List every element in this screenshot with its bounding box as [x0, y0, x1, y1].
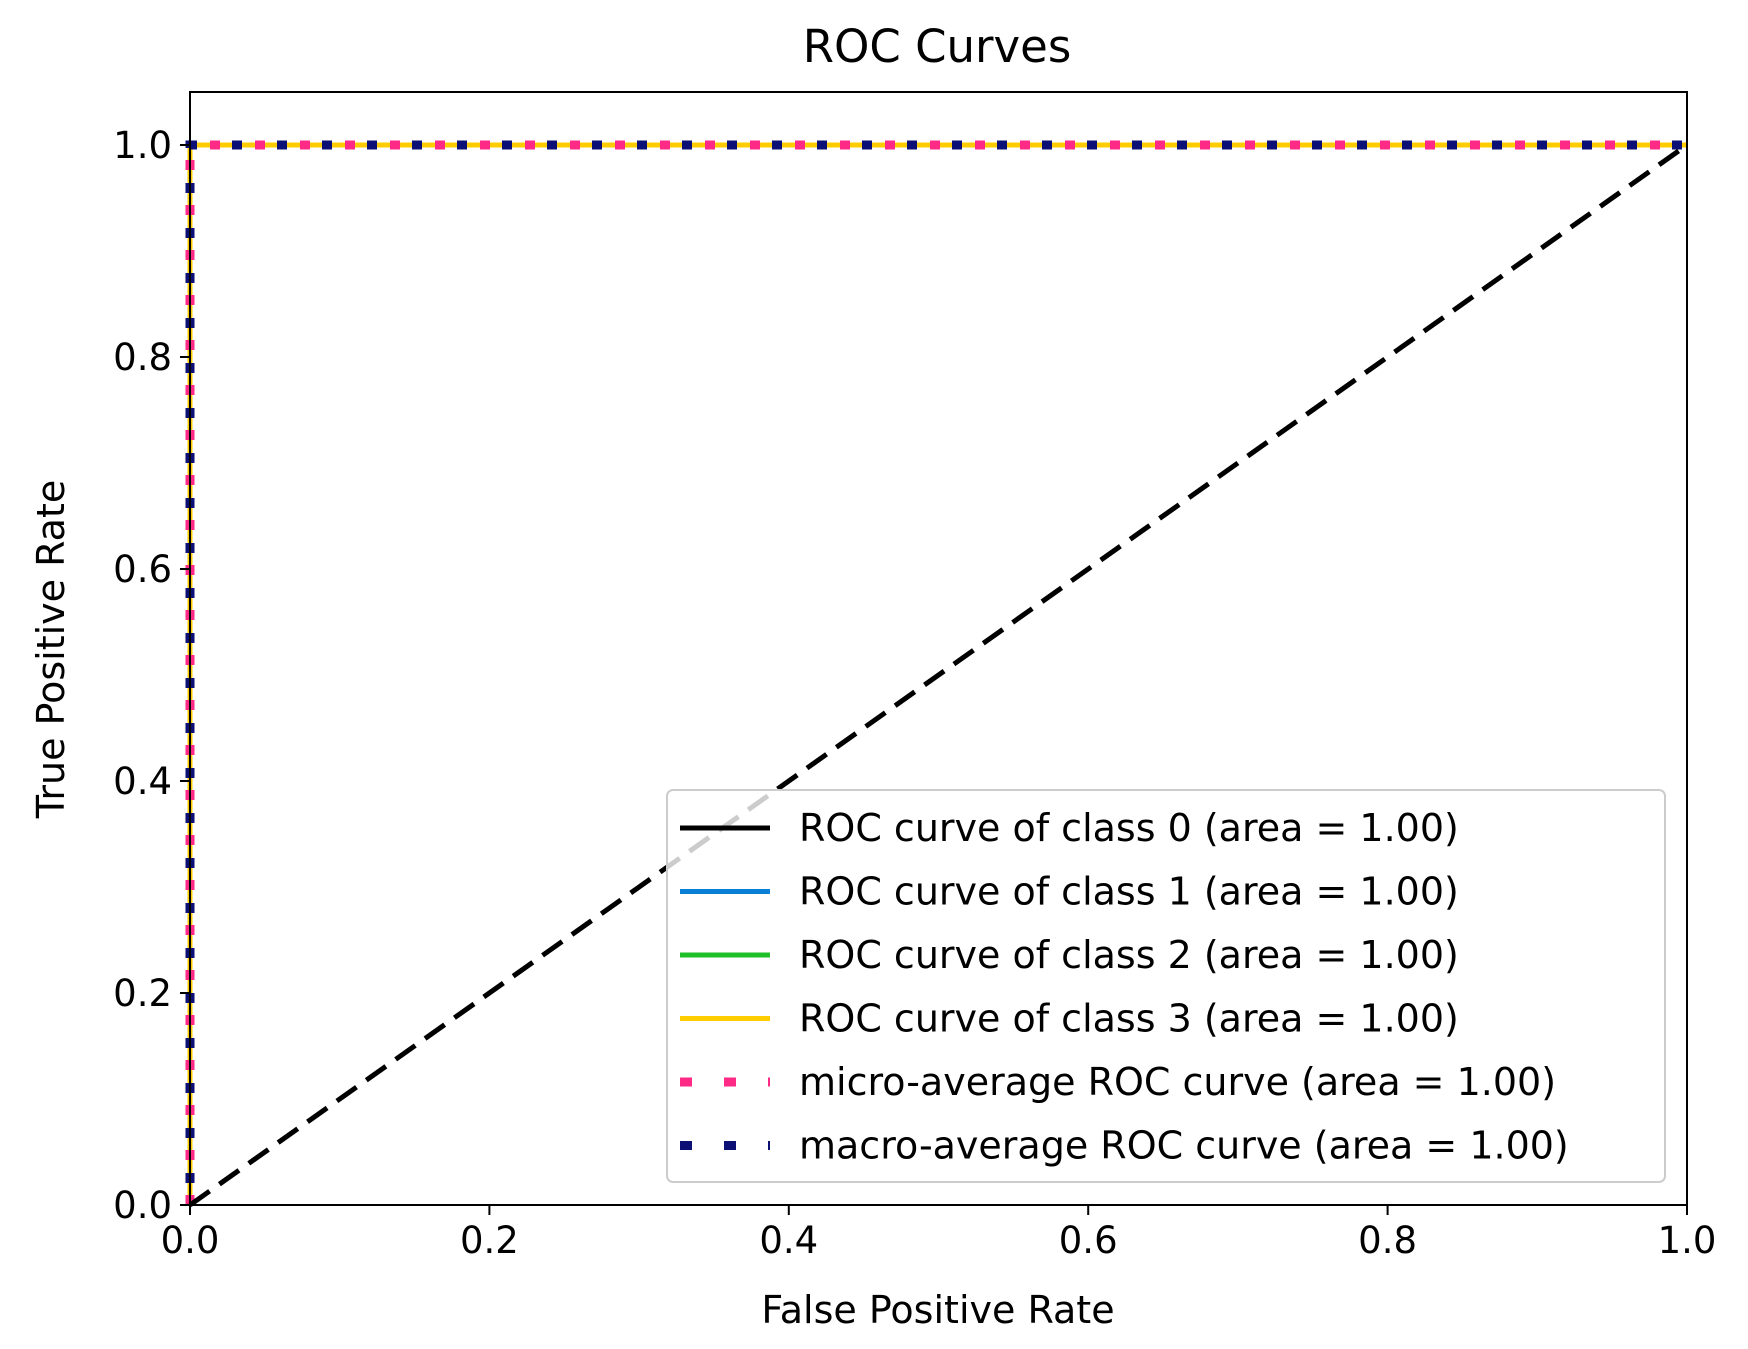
y-axis-label: True Positive Rate	[29, 480, 73, 820]
reference-line-layer	[188, 142, 1689, 1208]
legend-label-0: ROC curve of class 0 (area = 1.00)	[799, 806, 1459, 850]
y-axis-ticks: 0.0 0.2 0.4 0.6 0.8 1.0	[113, 124, 190, 1227]
y-tick-label: 1.0	[113, 124, 172, 167]
legend-items: ROC curve of class 0 (area = 1.00) ROC cu…	[680, 806, 1569, 1168]
legend-label-3: ROC curve of class 3 (area = 1.00)	[799, 997, 1459, 1041]
x-tick-label: 0.4	[759, 1219, 818, 1262]
legend-label-2: ROC curve of class 2 (area = 1.00)	[799, 933, 1459, 977]
legend-label-4: micro-average ROC curve (area = 1.00)	[799, 1060, 1556, 1104]
x-tick-label: 0.8	[1358, 1219, 1417, 1262]
chart-title: ROC Curves	[803, 20, 1072, 73]
y-tick-label: 0.4	[113, 760, 172, 803]
x-tick-label: 1.0	[1658, 1219, 1717, 1262]
y-tick-label: 0.6	[113, 548, 172, 591]
diagonal-reference-line	[188, 142, 1689, 1208]
x-tick-label: 0.0	[161, 1219, 220, 1262]
legend-box	[666, 789, 1666, 1183]
y-tick-label: 0.0	[113, 1184, 172, 1227]
plot-frame	[189, 91, 1688, 1206]
y-tick-label: 0.8	[113, 336, 172, 379]
y-tick-label: 0.2	[113, 972, 172, 1015]
x-tick-label: 0.6	[1059, 1219, 1118, 1262]
x-axis-label: False Positive Rate	[761, 1288, 1114, 1332]
legend-label-1: ROC curve of class 1 (area = 1.00)	[799, 870, 1459, 914]
legend-label-5: macro-average ROC curve (area = 1.00)	[799, 1124, 1569, 1168]
x-axis-ticks: 0.0 0.2 0.4 0.6 0.8 1.0	[161, 1205, 1717, 1262]
x-tick-label: 0.2	[460, 1219, 519, 1262]
legend: ROC curve of class 0 (area = 1.00) ROC cu…	[666, 789, 1666, 1183]
